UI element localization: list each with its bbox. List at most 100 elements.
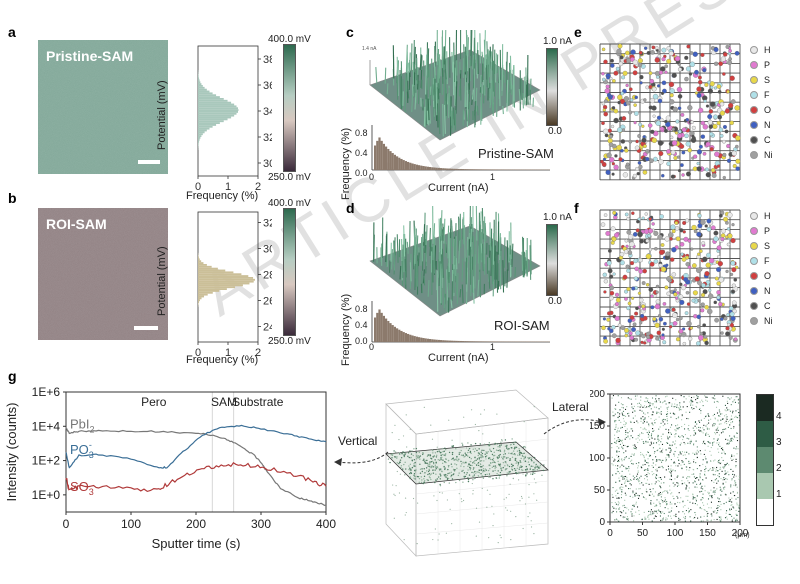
- lateral-pixel: [615, 408, 617, 410]
- lateral-pixel: [637, 467, 639, 469]
- lateral-pixel: [668, 456, 670, 458]
- lateral-pixel: [719, 445, 721, 447]
- lateral-pixel: [642, 422, 644, 424]
- lateral-pixel: [699, 450, 701, 452]
- lateral-pixel: [666, 454, 668, 456]
- ion-point: [458, 472, 460, 474]
- lateral-pixel: [630, 511, 632, 513]
- atom: [720, 233, 726, 238]
- lateral-pixel: [647, 468, 649, 470]
- current-histogram-bar: [506, 341, 509, 342]
- legend-label: C: [764, 300, 771, 311]
- lateral-pixel: [661, 500, 663, 502]
- ion-point: [489, 493, 491, 495]
- lateral-pixel: [692, 502, 694, 504]
- current-histogram-bar: [543, 169, 546, 170]
- lateral-pixel: [616, 450, 618, 452]
- lateral-pixel: [694, 453, 696, 455]
- lateral-pixel: [674, 403, 676, 405]
- lateral-pixel: [674, 450, 676, 453]
- ion-point: [430, 424, 432, 426]
- molecular-model-e: [599, 43, 741, 181]
- lateral-pixel: [641, 453, 643, 455]
- atom: [639, 238, 644, 244]
- lateral-pixel: [672, 397, 674, 399]
- lateral-pixel: [623, 465, 625, 467]
- lateral-pixel: [616, 519, 618, 521]
- lateral-pixel: [670, 416, 672, 418]
- ion-point: [465, 473, 468, 476]
- atom: [700, 308, 705, 313]
- ion-point: [471, 482, 473, 485]
- lateral-pixel: [717, 461, 719, 463]
- atom: [637, 161, 642, 165]
- atom: [693, 229, 698, 234]
- lateral-pixel: [622, 476, 624, 478]
- atom: [693, 154, 698, 159]
- atom: [657, 140, 664, 146]
- ion-point: [522, 446, 525, 448]
- ion-point: [429, 474, 431, 476]
- ion-point: [508, 493, 510, 495]
- lateral-pixel: [636, 506, 639, 508]
- lateral-pixel: [703, 417, 705, 420]
- histogram-bar: [198, 280, 254, 283]
- lateral-pixel: [722, 483, 724, 485]
- lateral-pixel: [692, 494, 694, 496]
- lateral-pixel: [641, 482, 643, 484]
- current-histogram-bar: [433, 167, 436, 170]
- ion-point: [529, 457, 532, 459]
- atom: [624, 212, 629, 217]
- ion-point: [478, 456, 480, 459]
- ion-point: [460, 460, 462, 463]
- ion-point: [416, 458, 418, 460]
- ion-point: [525, 470, 527, 472]
- atom: [664, 285, 669, 290]
- lateral-pixel: [624, 444, 626, 447]
- lateral-pixel: [623, 459, 625, 461]
- lateral-pixel: [665, 504, 668, 506]
- current-histogram-bar: [393, 154, 396, 170]
- legend-label: N: [764, 119, 771, 130]
- lateral-pixel: [734, 520, 737, 522]
- atom: [624, 297, 628, 301]
- lateral-pixel: [687, 418, 690, 420]
- current-histogram-bar: [380, 140, 383, 170]
- ion-point: [518, 448, 520, 450]
- lateral-pixel: [667, 515, 669, 517]
- atom: [605, 230, 611, 236]
- lateral-pixel: [696, 483, 698, 485]
- ion-point: [419, 463, 421, 465]
- lateral-pixel: [705, 415, 707, 417]
- lateral-pixel: [713, 490, 715, 492]
- atom: [698, 335, 704, 341]
- ion-point: [514, 441, 517, 443]
- lateral-pixel: [659, 485, 661, 487]
- lateral-pixel: [718, 442, 720, 444]
- ion-point: [522, 473, 524, 475]
- lateral-pixel: [629, 473, 631, 475]
- lateral-pixel: [616, 451, 618, 453]
- atom: [684, 133, 689, 138]
- lateral-pixel: [729, 424, 731, 426]
- ion-point: [520, 465, 522, 467]
- ion-point: [440, 458, 442, 460]
- lateral-pixel: [660, 461, 663, 463]
- atom: [701, 241, 706, 246]
- lateral-pixel: [711, 497, 713, 499]
- lateral-pixel: [669, 412, 671, 414]
- lateral-pixel: [700, 453, 702, 455]
- lateral-pixel: [629, 483, 631, 485]
- ion-point: [409, 450, 411, 452]
- lateral-pixel: [688, 476, 690, 478]
- current-histogram-bar: [503, 169, 506, 170]
- ion-point: [429, 477, 431, 479]
- ion-point: [413, 477, 415, 479]
- atom: [676, 337, 681, 342]
- lateral-pixel: [715, 429, 717, 431]
- lateral-pixel: [632, 492, 634, 494]
- lateral-pixel: [729, 509, 731, 512]
- lateral-pixel: [725, 438, 727, 440]
- ion-point: [510, 510, 512, 512]
- atom: [600, 222, 606, 227]
